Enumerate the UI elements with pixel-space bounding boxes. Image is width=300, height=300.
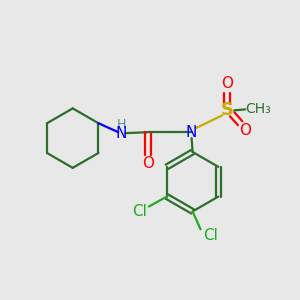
Text: O: O	[239, 123, 251, 138]
Text: Cl: Cl	[203, 228, 218, 243]
Text: S: S	[221, 101, 234, 119]
Text: N: N	[116, 126, 127, 141]
Text: O: O	[142, 156, 154, 171]
Text: N: N	[186, 125, 197, 140]
Text: Cl: Cl	[132, 204, 147, 219]
Text: CH₃: CH₃	[245, 102, 271, 116]
Text: O: O	[221, 76, 233, 91]
Text: H: H	[117, 118, 126, 131]
